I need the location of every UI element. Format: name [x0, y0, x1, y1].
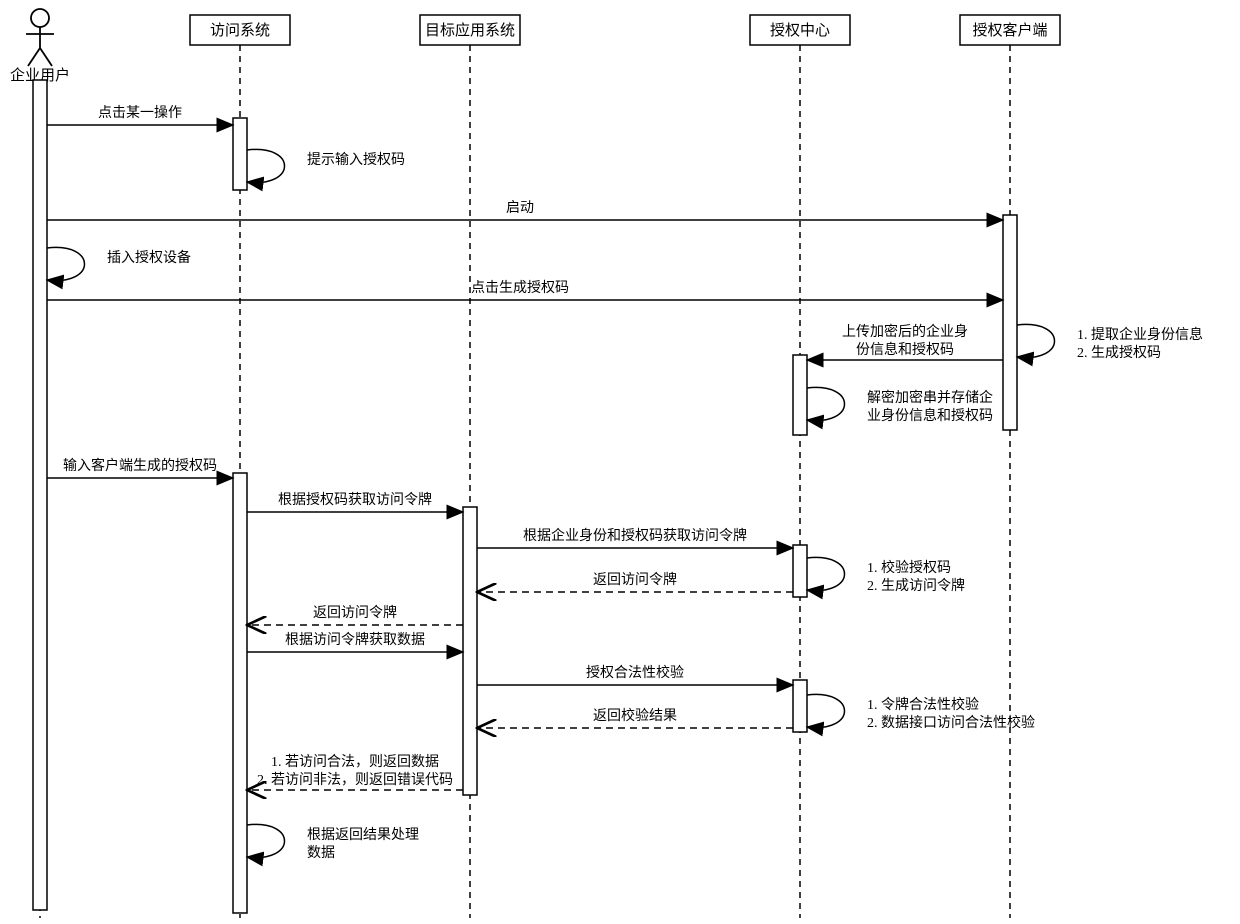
message-label: 1. 若访问合法，则返回数据2. 若访问非法，则返回错误代码 — [257, 754, 453, 788]
message-label: 1. 校验授权码2. 生成访问令牌 — [867, 559, 965, 594]
lifeline-label-client: 授权客户端 — [972, 22, 1047, 39]
self-message — [1017, 324, 1055, 357]
self-message — [247, 824, 285, 857]
activation-center — [793, 545, 807, 597]
message-label: 返回访问令牌 — [313, 604, 397, 621]
activation-client — [1003, 215, 1017, 430]
message-label: 返回校验结果 — [593, 707, 677, 724]
activation-access — [233, 118, 247, 190]
message-label: 授权合法性校验 — [586, 664, 684, 681]
sequence-diagram: 企业用户访问系统目标应用系统授权中心授权客户端点击某一操作提示输入授权码启动插入… — [0, 0, 1240, 924]
activation-center — [793, 355, 807, 435]
message-label: 提示输入授权码 — [307, 152, 405, 168]
lifeline-label-access: 访问系统 — [210, 22, 270, 39]
message-label: 点击生成授权码 — [471, 280, 569, 296]
message-label: 根据访问令牌获取数据 — [285, 631, 425, 648]
lifeline-label-target: 目标应用系统 — [425, 21, 515, 39]
message-label: 1. 提取企业身份信息2. 生成授权码 — [1077, 326, 1203, 361]
lifeline-label-center: 授权中心 — [770, 22, 830, 39]
message-label: 根据授权码获取访问令牌 — [278, 491, 432, 508]
self-message — [807, 694, 845, 727]
self-message — [807, 387, 845, 420]
self-message — [247, 149, 285, 182]
message-label: 插入授权设备 — [107, 249, 191, 266]
activation-target — [463, 507, 477, 795]
message-label: 启动 — [506, 200, 534, 216]
self-message — [47, 247, 85, 280]
message-label: 1. 令牌合法性校验2. 数据接口访问合法性校验 — [867, 696, 1035, 731]
activation-access — [233, 473, 247, 913]
message-label: 上传加密后的企业身份信息和授权码 — [842, 323, 968, 358]
activation-actor — [33, 80, 47, 910]
message-label: 返回访问令牌 — [593, 571, 677, 588]
message-label: 解密加密串并存储企业身份信息和授权码 — [867, 389, 993, 424]
message-label: 根据返回结果处理数据 — [307, 827, 419, 861]
message-label: 输入客户端生成的授权码 — [63, 457, 217, 474]
self-message — [807, 557, 845, 590]
activation-center — [793, 680, 807, 732]
message-label: 根据企业身份和授权码获取访问令牌 — [523, 527, 747, 544]
message-label: 点击某一操作 — [98, 105, 182, 121]
